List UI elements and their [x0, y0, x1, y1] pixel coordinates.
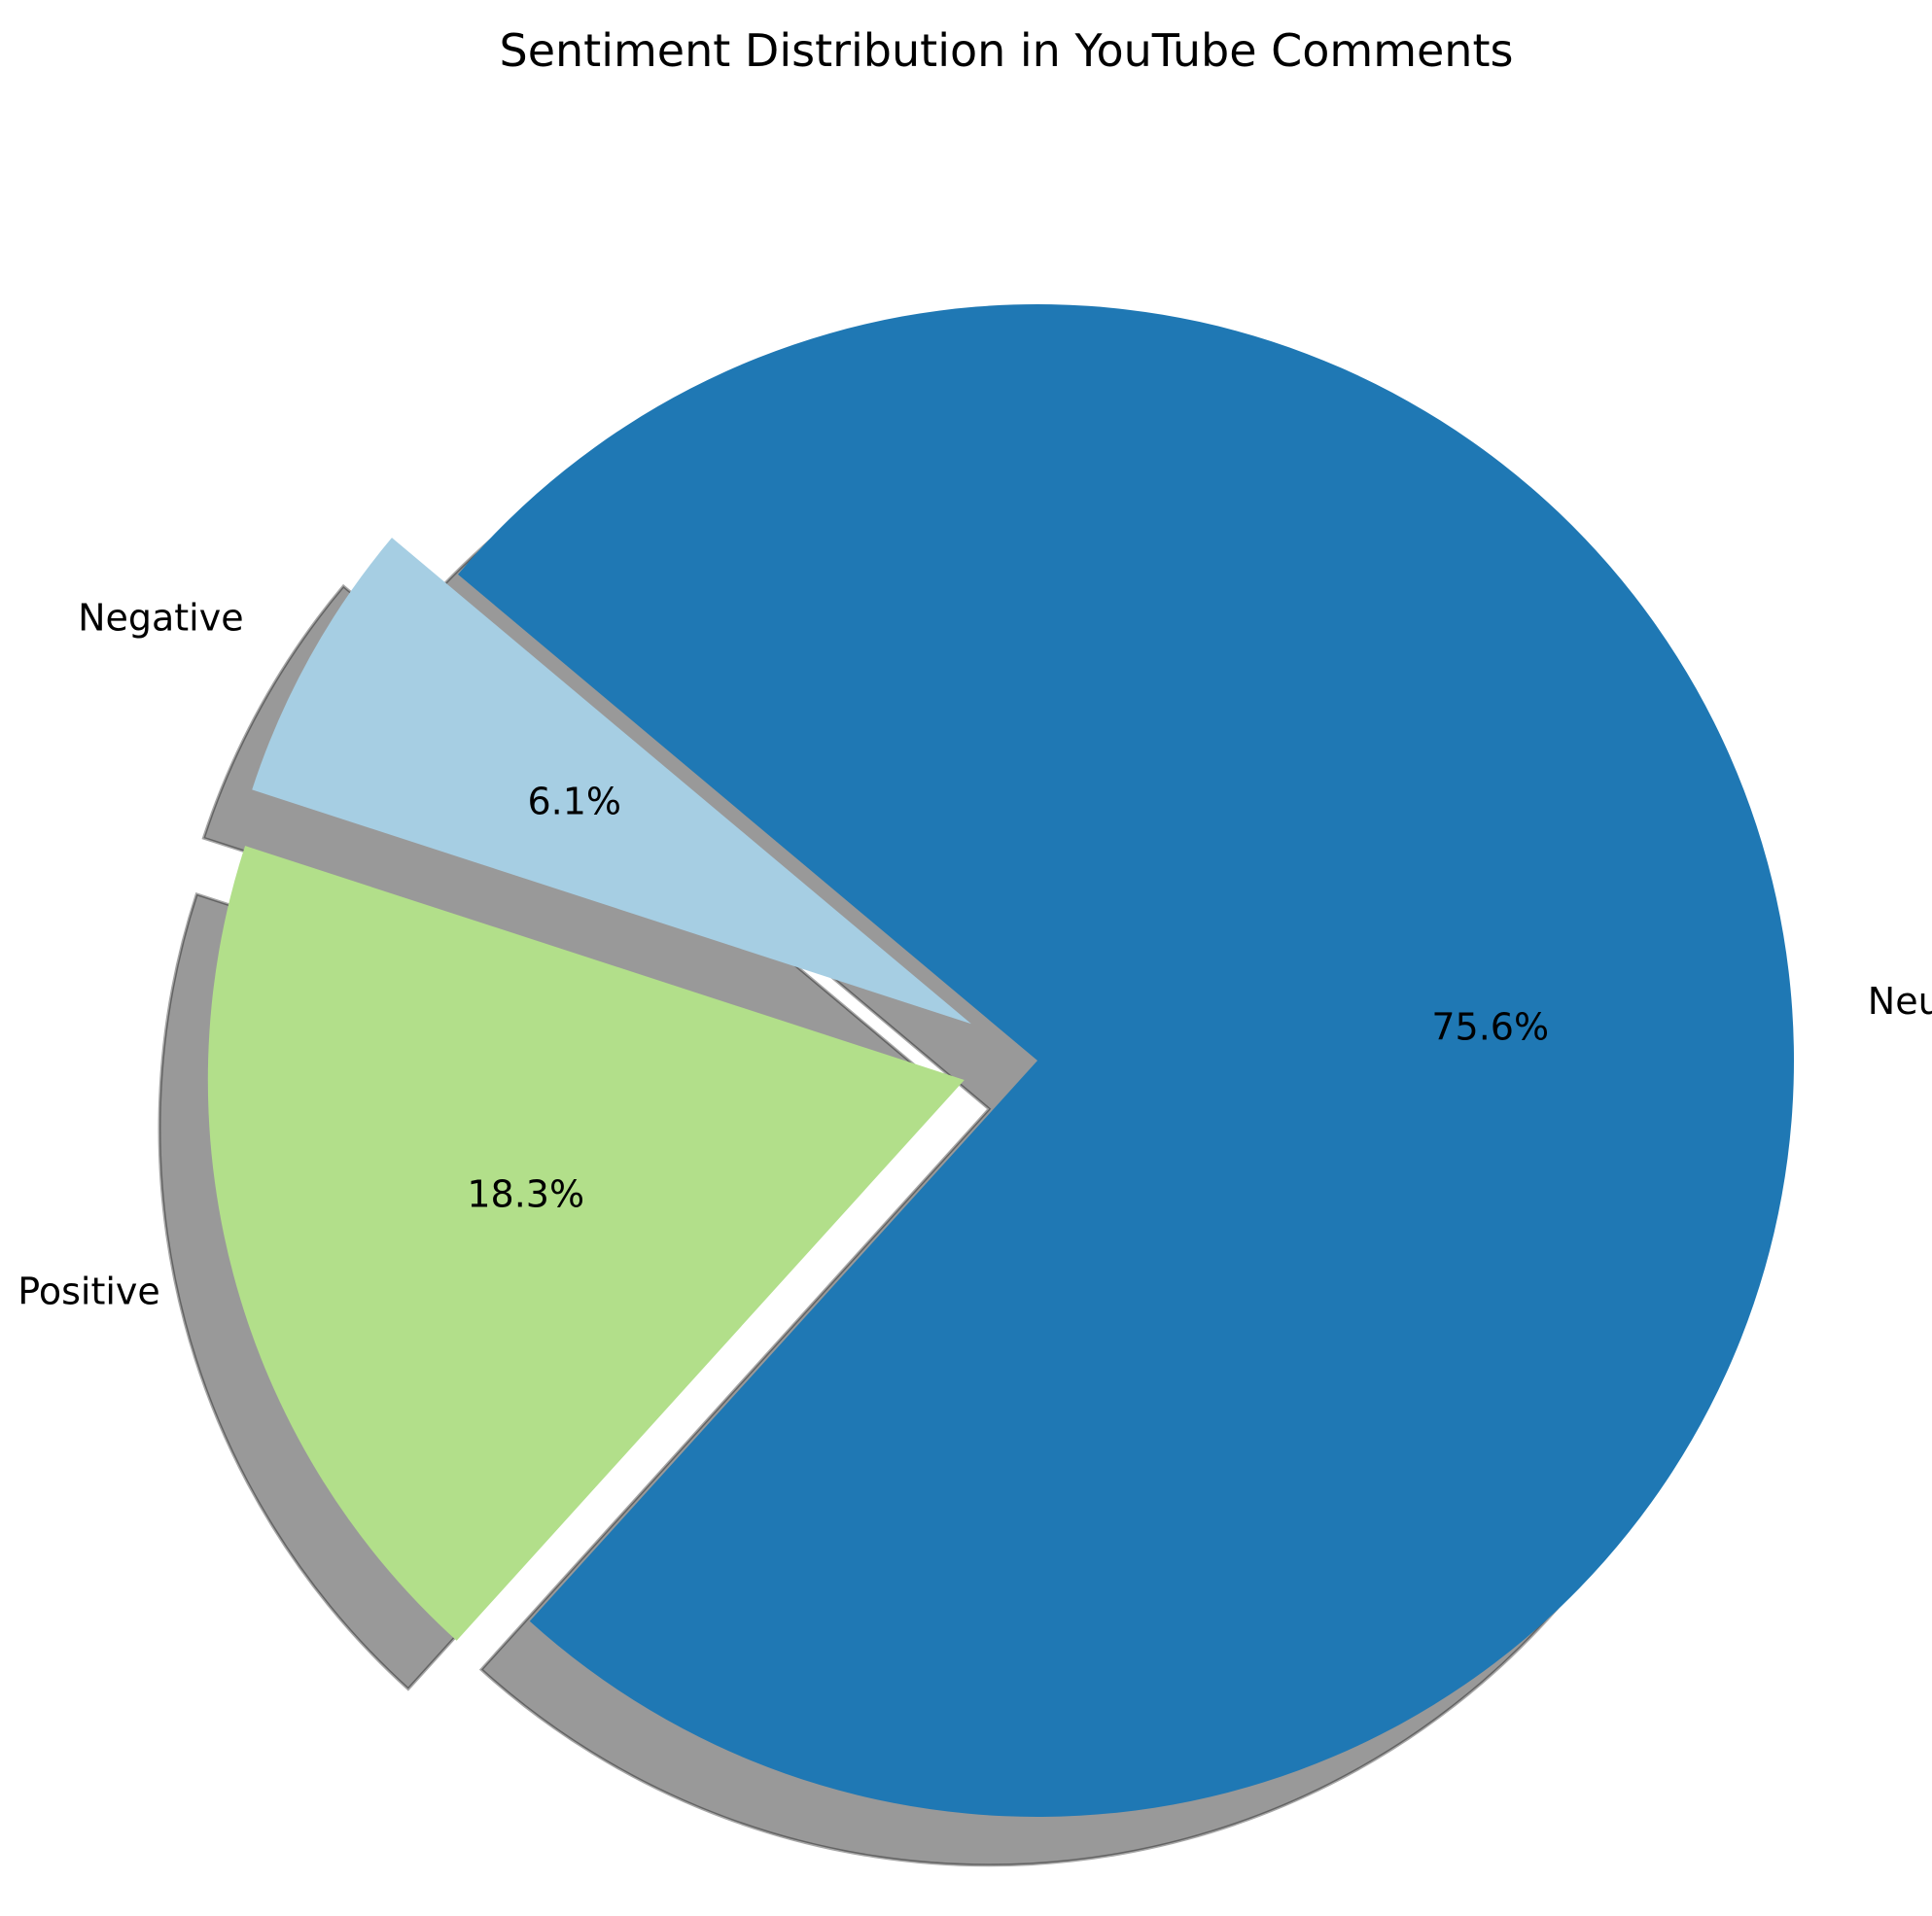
slice-label-negative: Negative — [78, 597, 244, 640]
slice-label-positive: Positive — [18, 1271, 160, 1313]
slice-labels: Negative 6.1% Positive 18.3% Neutral 75.6% — [18, 597, 1932, 1313]
slice-percent-neutral: 75.6% — [1431, 1006, 1549, 1049]
slice-percent-negative: 6.1% — [528, 780, 622, 822]
slice-label-neutral: Neutral — [1868, 980, 1932, 1023]
pie-slice-neutral — [458, 304, 1794, 1817]
slice-percent-positive: 18.3% — [467, 1173, 584, 1216]
pie-slice-positive — [207, 846, 965, 1641]
pie-slice-negative — [252, 538, 971, 1025]
chart-title: Sentiment Distribution in YouTube Commen… — [500, 24, 1514, 77]
pie-slices — [207, 304, 1794, 1817]
